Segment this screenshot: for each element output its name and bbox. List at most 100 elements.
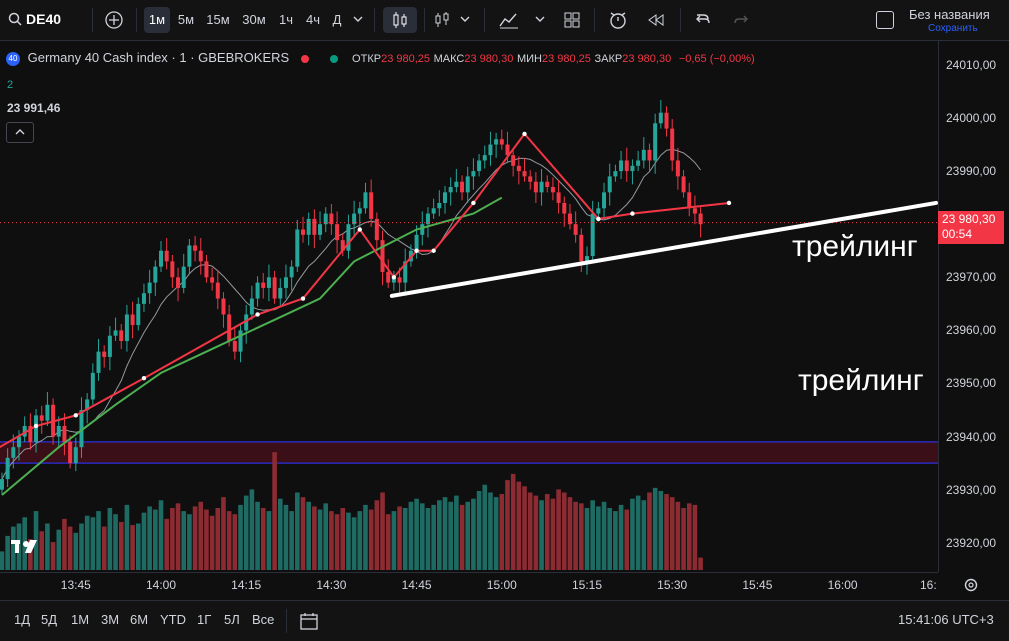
candle-body <box>494 139 499 145</box>
layout-name[interactable]: Без названия <box>909 7 990 22</box>
volume-bar <box>283 504 289 570</box>
interval-day[interactable]: Д <box>332 12 342 27</box>
volume-bar <box>488 492 493 570</box>
volume-bar <box>96 511 101 570</box>
zigzag-pivot <box>630 211 635 216</box>
volume-bar <box>153 509 158 570</box>
volume-bar <box>192 506 198 570</box>
volume-bar <box>323 503 329 570</box>
time-tick: 14:45 <box>401 578 432 592</box>
interval-30m[interactable]: 30м <box>242 12 266 27</box>
annotation-trailing-2[interactable]: трейлинг <box>798 364 924 397</box>
goto-date-icon[interactable] <box>299 611 319 636</box>
volume-bar <box>73 532 79 570</box>
range-3m[interactable]: 3М <box>101 612 120 627</box>
symbol-search[interactable]: DE40 <box>6 7 86 33</box>
candle-body <box>414 234 419 251</box>
candle-body <box>692 208 697 214</box>
replay-icon[interactable] <box>644 7 668 33</box>
clock[interactable]: 15:41:06 UTC+3 <box>898 612 994 627</box>
legend-title[interactable]: Germany 40 Cash index · 1 · GBEBROKERS <box>27 50 290 65</box>
volume-bar <box>215 508 221 570</box>
range-5y[interactable]: 5Л <box>224 612 240 627</box>
annotation-trailing-1[interactable]: трейлинг <box>792 230 918 263</box>
chart-canvas[interactable] <box>0 41 938 572</box>
candle-body <box>653 123 658 161</box>
candle-body <box>477 160 482 172</box>
volume-bar <box>346 512 351 570</box>
candles-chart-type-icon[interactable] <box>383 7 417 33</box>
ma-10 <box>1 148 701 480</box>
bar-style-dropdown-icon[interactable] <box>458 7 472 33</box>
price-tick: 23990,00 <box>946 164 997 179</box>
interval-4h[interactable]: 4ч <box>305 12 320 27</box>
range-ytd[interactable]: YTD <box>160 612 186 627</box>
candle-body <box>153 266 158 283</box>
candle-body <box>335 224 340 241</box>
range-all[interactable]: Все <box>252 612 275 627</box>
volume-bar <box>431 504 436 570</box>
range-1m[interactable]: 1М <box>71 612 90 627</box>
interval-15m[interactable]: 15м <box>206 12 230 27</box>
volume-bar <box>209 515 215 570</box>
chart-settings-icon[interactable] <box>963 577 979 593</box>
candle-body <box>539 181 544 193</box>
volume-bar <box>340 508 346 570</box>
compare-symbol-icon[interactable] <box>102 7 126 33</box>
range-5d[interactable]: 5Д <box>41 612 58 627</box>
candle-body <box>602 192 607 209</box>
volume-bar <box>499 494 505 570</box>
save-status[interactable]: Сохранить <box>928 23 978 34</box>
undo-icon[interactable] <box>692 7 714 33</box>
range-1y[interactable]: 1Г <box>197 612 212 627</box>
candle-body <box>505 144 510 156</box>
sma-path <box>1 196 503 496</box>
range-6m[interactable]: 6М <box>130 612 149 627</box>
templates-icon[interactable] <box>560 7 584 33</box>
zigzag-pivot <box>726 200 732 206</box>
candle-body <box>301 229 305 235</box>
interval-dropdown-icon[interactable] <box>350 7 366 33</box>
alert-icon[interactable] <box>605 7 631 33</box>
candle-body <box>11 447 16 458</box>
volume-bar <box>39 531 45 570</box>
layout-checkbox[interactable] <box>876 11 894 29</box>
candle-body <box>306 218 311 235</box>
indicators-dropdown-icon[interactable] <box>533 7 547 33</box>
trailing-trend-line[interactable] <box>389 200 938 298</box>
volume-bar <box>618 504 624 570</box>
candle-body <box>550 187 555 193</box>
interval-5m[interactable]: 5м <box>177 12 195 27</box>
indicators-icon[interactable] <box>496 7 522 33</box>
volume-bar <box>579 503 584 570</box>
candle-body <box>579 234 584 262</box>
zigzag-pivot <box>391 275 397 280</box>
volume-bar <box>79 523 84 570</box>
interval-1h[interactable]: 1ч <box>278 12 293 27</box>
candle-body <box>22 425 27 437</box>
volume-bar <box>255 501 260 570</box>
price-axis[interactable] <box>938 41 1009 572</box>
candle-body <box>590 213 595 257</box>
zigzag-pivot <box>357 227 362 232</box>
candle-body <box>215 282 220 299</box>
redo-icon[interactable] <box>730 7 752 33</box>
candle-body <box>96 351 101 373</box>
candle-body <box>448 187 453 193</box>
range-1d[interactable]: 1Д <box>14 612 31 627</box>
interval-1m[interactable]: 1м <box>144 7 170 33</box>
zigzag-pivot <box>471 200 476 206</box>
volume-bar <box>266 511 272 570</box>
candle-body <box>420 224 425 235</box>
volume-bar <box>329 511 334 570</box>
volume-bar <box>556 489 561 570</box>
bar-style-icon[interactable] <box>430 7 454 33</box>
time-tick: 16:00 <box>827 578 858 592</box>
collapse-legend-button[interactable] <box>6 122 34 143</box>
candle-body <box>329 213 334 225</box>
time-axis[interactable] <box>0 572 938 600</box>
volume-bar <box>669 497 675 570</box>
volume-bar <box>607 508 613 570</box>
candle-body <box>352 213 357 225</box>
volume-bar <box>238 504 243 570</box>
